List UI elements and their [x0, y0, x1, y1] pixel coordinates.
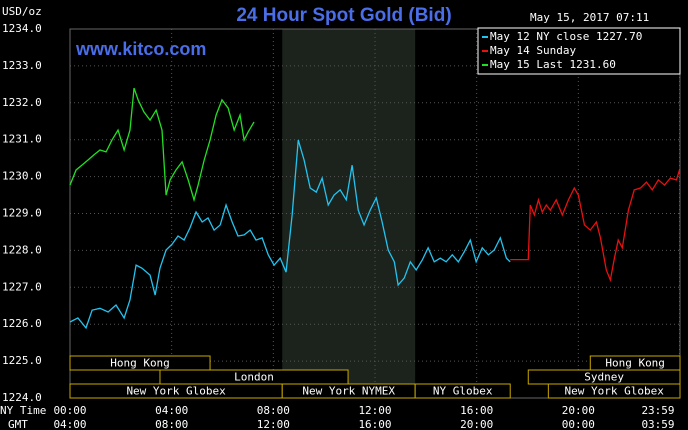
- watermark: www.kitco.com: [75, 39, 206, 59]
- session-label: Sydney: [584, 371, 624, 384]
- x-tick-label: 12:00: [358, 404, 391, 417]
- x-tick-label: 04:00: [155, 404, 188, 417]
- x-tick-label: 00:00: [53, 404, 86, 417]
- y-tick-label: 1224.0: [2, 391, 42, 404]
- y-tick-label: 1226.0: [2, 317, 42, 330]
- chart-title: 24 Hour Spot Gold (Bid): [236, 5, 451, 26]
- session-box: [69, 355, 211, 371]
- y-tick-label: 1233.0: [2, 59, 42, 72]
- x2-tick-label: 03:59: [641, 418, 674, 430]
- x2-tick-label: 16:00: [358, 418, 391, 430]
- x-tick-label: 16:00: [460, 404, 493, 417]
- x2-tick-label: 00:00: [562, 418, 595, 430]
- session-label: New York Globex: [564, 385, 664, 398]
- session-label: Hong Kong: [110, 357, 170, 370]
- x-tick-label: 23:59: [641, 404, 674, 417]
- x2-tick-label: 12:00: [257, 418, 290, 430]
- session-label: Hong Kong: [605, 357, 665, 370]
- x2-tick-label: 08:00: [155, 418, 188, 430]
- session-label: New York Globex: [126, 385, 226, 398]
- legend-label: May 14 Sunday: [490, 44, 576, 57]
- y-tick-label: 1230.0: [2, 170, 42, 183]
- session-box: [547, 383, 681, 399]
- x-axis-label: NY Time: [0, 404, 46, 417]
- session-label: NY Globex: [433, 385, 493, 398]
- session-label: New York NYMEX: [302, 385, 395, 398]
- plot-area: 1224.0 1225.0 1226.0 1227.0 1228.0 1229.0 1230…: [2, 22, 681, 430]
- session-box: [414, 383, 511, 399]
- session-shade: [282, 29, 416, 398]
- y-tick-label: 1234.0: [2, 22, 42, 35]
- y-tick-label: 1231.0: [2, 133, 42, 146]
- y-tick-label: 1228.0: [2, 243, 42, 256]
- legend-label: May 12 NY close 1227.70: [490, 30, 642, 43]
- x2-tick-label: 04:00: [53, 418, 86, 430]
- legend-label: May 15 Last 1231.60: [490, 58, 616, 71]
- timestamp: May 15, 2017 07:11: [530, 11, 649, 24]
- price-line: [510, 169, 681, 283]
- x-tick-label: 20:00: [562, 404, 595, 417]
- unit-label: USD/oz: [2, 5, 42, 18]
- session-label: London: [234, 371, 274, 384]
- x2-axis-label: GMT: [8, 418, 28, 430]
- y-tick-label: 1229.0: [2, 207, 42, 220]
- y-tick-label: 1232.0: [2, 96, 42, 109]
- y-tick-label: 1227.0: [2, 280, 42, 293]
- y-tick-label: 1225.0: [2, 354, 42, 367]
- x2-tick-label: 20:00: [460, 418, 493, 430]
- price-line: [69, 139, 511, 330]
- x-tick-label: 08:00: [257, 404, 290, 417]
- price-line: [69, 87, 255, 203]
- legend-box: [477, 27, 681, 75]
